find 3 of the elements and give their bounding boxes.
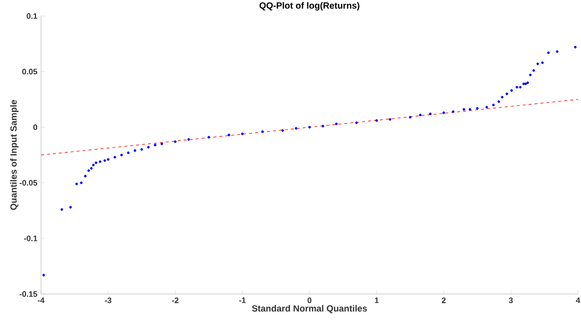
y-axis-title: Quantiles of Input Sample [10, 100, 18, 210]
x-axis-title: Standard Normal Quantiles [252, 305, 367, 314]
chart-title: QQ-Plot of log(Returns) [260, 2, 360, 11]
